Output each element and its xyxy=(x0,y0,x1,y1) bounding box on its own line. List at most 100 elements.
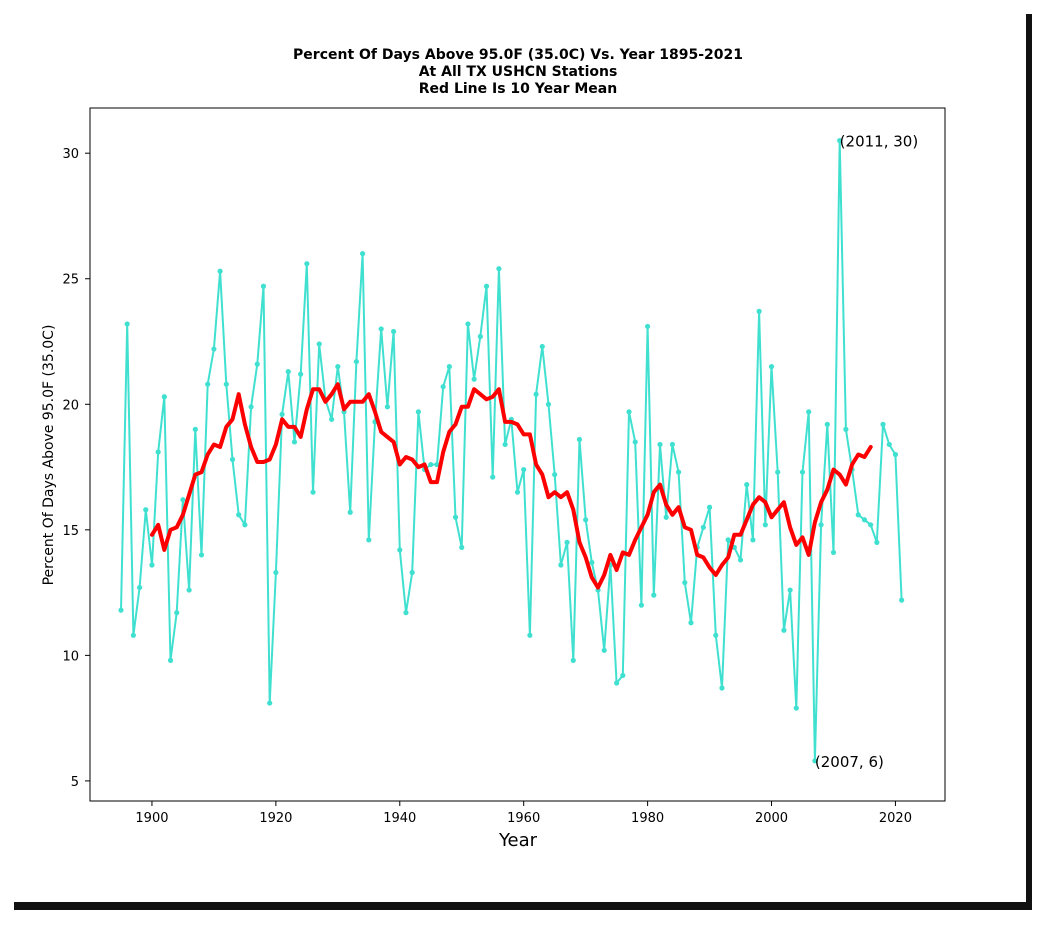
x-tick-label: 1960 xyxy=(507,811,540,826)
annual-data-point xyxy=(273,569,279,576)
annual-data-point xyxy=(737,557,744,563)
chart-title-block: Percent Of Days Above 95.0F (35.0C) Vs. … xyxy=(293,47,743,97)
plot-area xyxy=(89,107,946,802)
annual-data-point xyxy=(335,364,341,370)
annual-data-point xyxy=(155,449,161,455)
annual-data-point xyxy=(539,343,545,350)
annual-data-point xyxy=(130,632,136,638)
annual-data-point xyxy=(750,537,756,543)
y-tick-label: 5 xyxy=(71,775,79,790)
annual-data-point xyxy=(806,409,812,415)
annual-data-point xyxy=(304,261,310,267)
annual-data-point xyxy=(242,522,248,528)
annual-data-point xyxy=(149,562,155,568)
annual-data-point xyxy=(713,632,719,638)
annual-data-point xyxy=(428,461,434,468)
annual-data-point xyxy=(459,544,465,551)
annual-data-point xyxy=(688,620,694,626)
annual-data-point xyxy=(403,610,409,616)
annual-data-point xyxy=(409,569,415,576)
annual-data-point xyxy=(192,426,198,432)
series-10-year-mean xyxy=(150,382,873,590)
annual-data-point xyxy=(434,461,440,468)
annual-data-point xyxy=(496,266,502,272)
annual-data-point xyxy=(446,364,452,370)
annual-data-point xyxy=(136,584,143,591)
mean-series-line xyxy=(150,382,873,590)
annual-data-point xyxy=(316,341,322,347)
annual-data-point xyxy=(161,394,167,400)
annual-data-point xyxy=(124,321,130,327)
annual-data-point xyxy=(899,597,905,603)
annual-data-point xyxy=(378,326,384,332)
annual-data-point xyxy=(415,409,421,415)
y-tick-label: 10 xyxy=(62,649,79,664)
annual-data-point xyxy=(545,401,552,407)
annual-data-point xyxy=(291,439,298,445)
annual-data-point xyxy=(217,268,223,274)
annual-data-point xyxy=(892,451,899,458)
annual-data-point xyxy=(626,409,632,415)
annual-data-point xyxy=(527,632,533,638)
series-annual xyxy=(118,138,905,764)
annual-data-point xyxy=(279,411,285,417)
annual-data-point xyxy=(521,466,527,473)
y-tick-label: 15 xyxy=(62,524,79,539)
annual-data-point xyxy=(583,517,589,523)
annual-data-point xyxy=(285,369,291,375)
annual-data-point xyxy=(793,705,799,711)
y-axis-label: Percent Of Days Above 95.0F (35.0C) xyxy=(41,325,57,586)
annual-data-point xyxy=(229,456,236,463)
point-annotation: (2011, 30) xyxy=(840,133,919,151)
annual-data-point xyxy=(874,539,880,545)
point-annotation: (2007, 6) xyxy=(815,753,884,771)
annual-data-point xyxy=(366,537,372,543)
chart-title: Percent Of Days Above 95.0F (35.0C) Vs. … xyxy=(293,47,743,63)
annual-data-point xyxy=(719,685,725,691)
annual-data-point xyxy=(167,657,174,663)
annual-data-point xyxy=(700,524,706,530)
annual-data-point xyxy=(552,471,558,478)
annual-data-point xyxy=(799,469,806,475)
annual-data-point xyxy=(787,587,793,593)
annual-data-point xyxy=(589,559,595,566)
annual-data-point xyxy=(353,358,360,365)
x-tick-label: 2000 xyxy=(755,811,788,826)
annual-data-point xyxy=(248,404,254,410)
x-axis-label: Year xyxy=(498,830,538,851)
annual-data-point xyxy=(675,469,682,475)
annual-data-point xyxy=(725,537,731,543)
annual-data-point xyxy=(502,441,508,448)
annual-data-point xyxy=(223,381,229,387)
annual-data-point xyxy=(669,441,675,448)
annual-data-point xyxy=(570,657,576,663)
annual-data-point xyxy=(663,514,669,520)
chart-subtitle-2: Red Line Is 10 Year Mean xyxy=(419,81,617,97)
annual-data-point xyxy=(384,404,390,410)
annual-data-point xyxy=(310,489,316,495)
x-tick-label: 1980 xyxy=(631,811,664,826)
x-tick-label: 2020 xyxy=(879,811,912,826)
annual-data-point xyxy=(868,522,874,528)
annual-data-point xyxy=(880,421,886,427)
annual-data-point xyxy=(768,364,775,370)
annual-data-point xyxy=(818,522,824,528)
annual-data-point xyxy=(143,507,149,513)
annual-data-point xyxy=(830,549,837,556)
annual-data-point xyxy=(682,579,688,586)
annual-data-point xyxy=(360,251,366,257)
annual-data-point xyxy=(781,627,787,633)
annual-data-point xyxy=(638,602,645,608)
y-tick-label: 30 xyxy=(62,147,79,162)
chart-subtitle-1: At All TX USHCN Stations xyxy=(419,64,618,80)
annual-data-point xyxy=(812,758,818,764)
annual-data-point xyxy=(601,647,607,653)
y-tick-label: 20 xyxy=(62,398,79,413)
annual-data-point xyxy=(198,552,205,558)
annual-data-point xyxy=(205,381,211,387)
annual-data-point xyxy=(756,308,762,314)
annual-data-point xyxy=(465,321,471,327)
annual-data-point xyxy=(390,328,397,335)
annual-data-point xyxy=(614,680,620,686)
